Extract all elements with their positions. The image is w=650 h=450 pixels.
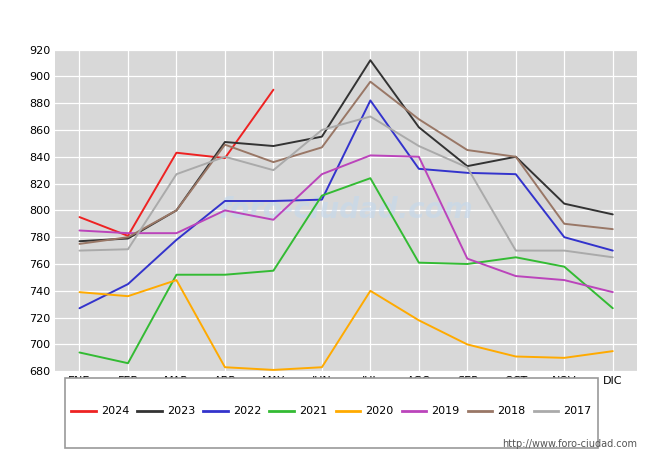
Text: http://www.foro-ciudad.com: http://www.foro-ciudad.com — [502, 439, 637, 449]
FancyBboxPatch shape — [65, 378, 598, 448]
Text: Afiliados en Forallac a 31/5/2024: Afiliados en Forallac a 31/5/2024 — [177, 11, 473, 29]
Legend: 2024, 2023, 2022, 2021, 2020, 2019, 2018, 2017: 2024, 2023, 2022, 2021, 2020, 2019, 2018… — [67, 402, 596, 421]
Text: foro-ciudad.com: foro-ciudad.com — [219, 196, 473, 225]
